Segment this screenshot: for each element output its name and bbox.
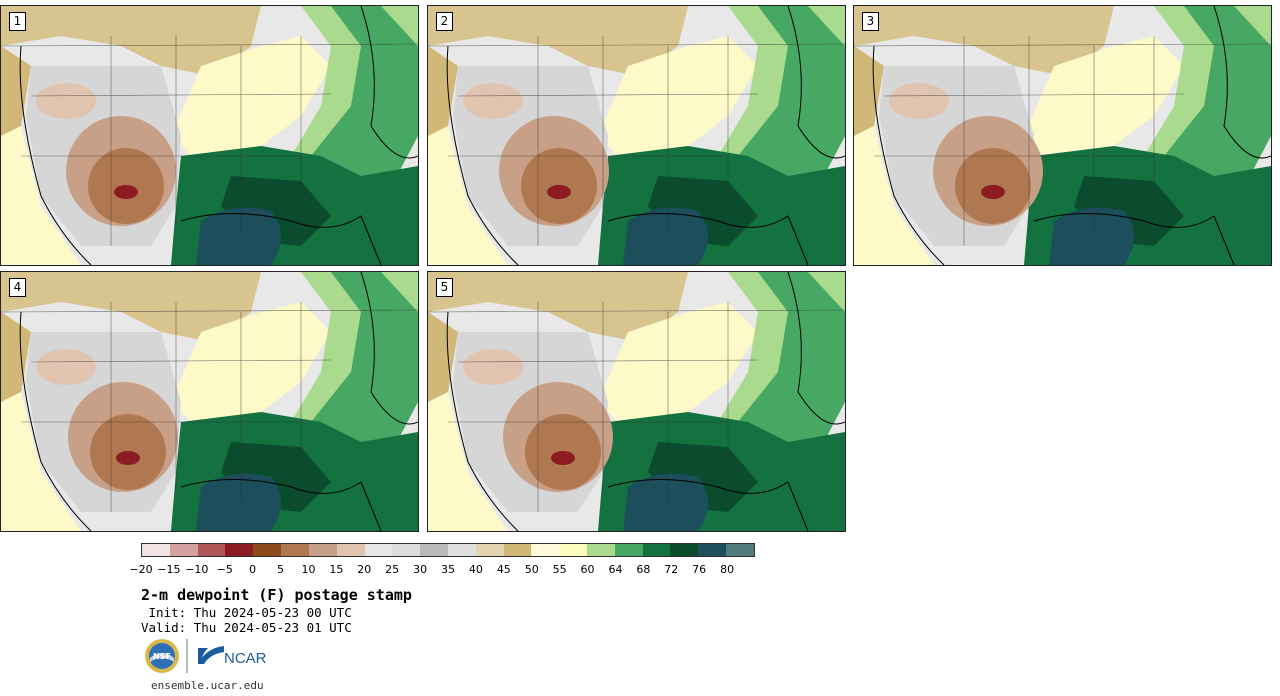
dewpoint-colorbar	[141, 543, 755, 557]
colorbar-swatch	[587, 544, 615, 556]
colorbar-swatch	[447, 544, 476, 556]
colorbar-tick: 72	[664, 563, 679, 576]
colorbar-swatch	[225, 544, 254, 556]
member-label: 3	[862, 12, 879, 31]
dewpoint-map	[1, 272, 418, 531]
colorbar-swatch	[503, 544, 532, 556]
colorbar-tick: −5	[216, 563, 233, 576]
colorbar-swatch	[253, 544, 282, 556]
ensemble-member-map-1: 1	[0, 5, 419, 266]
colorbar-swatch	[698, 544, 727, 556]
nsf-logo-text: NSF	[153, 652, 171, 661]
colorbar-tick: 45	[496, 563, 511, 576]
dewpoint-map	[428, 272, 845, 531]
dewpoint-map	[428, 6, 845, 265]
dewpoint-map	[854, 6, 1271, 265]
ensemble-member-map-2: 2	[427, 5, 846, 266]
colorbar-tick: 60	[580, 563, 595, 576]
colorbar-tick: 55	[552, 563, 567, 576]
dewpoint-map	[1, 6, 418, 265]
colorbar-tick: 15	[329, 563, 344, 576]
site-url: ensemble.ucar.edu	[151, 679, 264, 692]
colorbar-swatch	[281, 544, 309, 556]
colorbar-swatch	[142, 544, 170, 556]
colorbar-swatch	[642, 544, 671, 556]
init-time: Init: Thu 2024-05-23 00 UTC	[141, 605, 352, 620]
ncar-logo-text: NCAR	[224, 650, 267, 667]
colorbar-swatch	[169, 544, 198, 556]
ensemble-member-map-4: 4	[0, 271, 419, 532]
colorbar-tick: −20	[129, 563, 153, 576]
member-label: 2	[436, 12, 453, 31]
colorbar-tick: 5	[277, 563, 285, 576]
colorbar-tick: 76	[692, 563, 707, 576]
colorbar-swatch	[559, 544, 587, 556]
colorbar-tick: 68	[636, 563, 651, 576]
colorbar-swatch	[726, 544, 754, 556]
colorbar-swatch	[197, 544, 226, 556]
colorbar-tick: 10	[301, 563, 316, 576]
colorbar-tick: 0	[249, 563, 257, 576]
nsf-logo-icon: NSF	[145, 639, 179, 673]
ncar-logo-icon: NCAR	[198, 646, 267, 667]
colorbar-swatch	[392, 544, 421, 556]
member-label: 4	[9, 278, 26, 297]
colorbar-tick: 80	[720, 563, 735, 576]
colorbar-swatch	[336, 544, 365, 556]
colorbar-swatch	[420, 544, 448, 556]
member-label: 1	[9, 12, 26, 31]
ensemble-member-map-5: 5	[427, 271, 846, 532]
colorbar-tick-labels: −20 −15 −10 −5 0 5 10 15 20 25 30 35 40 45 50 55 60 64 68 7…	[129, 563, 755, 577]
colorbar-tick: −15	[157, 563, 181, 576]
colorbar-tick: 50	[524, 563, 539, 576]
colorbar-tick: −10	[185, 563, 209, 576]
colorbar-tick: 25	[385, 563, 400, 576]
colorbar-swatch	[364, 544, 393, 556]
member-label: 5	[436, 278, 453, 297]
colorbar-tick: 20	[357, 563, 372, 576]
colorbar-swatch	[614, 544, 643, 556]
plot-title: 2-m dewpoint (F) postage stamp	[141, 586, 412, 604]
colorbar-tick: 35	[441, 563, 455, 576]
colorbar-tick: 64	[608, 563, 623, 576]
colorbar-tick: 30	[413, 563, 428, 576]
valid-time: Valid: Thu 2024-05-23 01 UTC	[141, 620, 352, 635]
sponsor-logos: NSF NCAR	[145, 639, 267, 673]
colorbar-swatch	[531, 544, 560, 556]
colorbar-swatch	[475, 544, 504, 556]
colorbar-swatch	[308, 544, 337, 556]
colorbar-tick: 40	[468, 563, 483, 576]
ensemble-member-map-3: 3	[853, 5, 1272, 266]
colorbar-swatch	[670, 544, 699, 556]
